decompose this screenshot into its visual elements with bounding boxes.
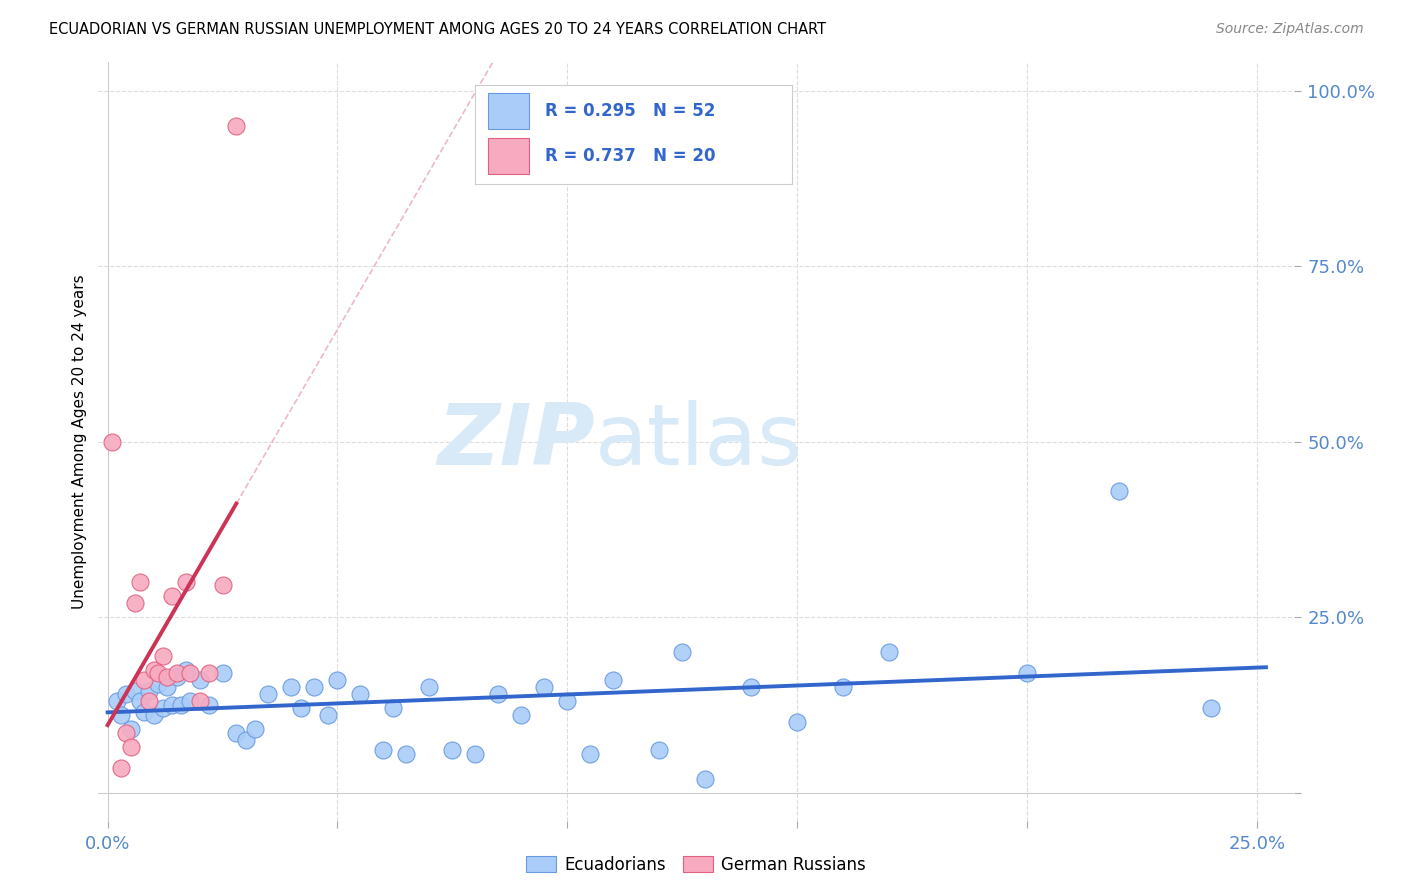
Point — [166, 666, 188, 681]
Point — [170, 698, 193, 712]
Point — [740, 680, 762, 694]
Point — [142, 708, 165, 723]
Point — [166, 670, 188, 684]
Point — [148, 677, 170, 691]
Point — [128, 574, 150, 589]
Point — [832, 680, 855, 694]
Point — [124, 683, 146, 698]
Text: ECUADORIAN VS GERMAN RUSSIAN UNEMPLOYMENT AMONG AGES 20 TO 24 YEARS CORRELATION : ECUADORIAN VS GERMAN RUSSIAN UNEMPLOYMEN… — [49, 22, 827, 37]
Point — [101, 434, 124, 449]
Point — [290, 701, 312, 715]
Point — [280, 680, 302, 694]
Point — [225, 119, 247, 133]
Point — [179, 666, 201, 681]
Point — [510, 708, 533, 723]
Point — [235, 732, 257, 747]
Point — [418, 680, 440, 694]
Point — [138, 683, 160, 698]
Point — [381, 701, 404, 715]
Point — [225, 726, 247, 740]
Point — [533, 680, 555, 694]
Legend: Ecuadorians, German Russians: Ecuadorians, German Russians — [519, 849, 873, 880]
Point — [316, 708, 339, 723]
Point — [138, 694, 160, 708]
Point — [120, 739, 142, 754]
Point — [304, 680, 326, 694]
Point — [110, 708, 132, 723]
Point — [128, 694, 150, 708]
Point — [134, 673, 156, 688]
Point — [671, 645, 693, 659]
Point — [211, 666, 233, 681]
Point — [110, 761, 132, 775]
Point — [555, 694, 578, 708]
Point — [602, 673, 624, 688]
Point — [1015, 666, 1038, 681]
Point — [695, 772, 717, 786]
Point — [152, 701, 174, 715]
Text: Source: ZipAtlas.com: Source: ZipAtlas.com — [1216, 22, 1364, 37]
Point — [160, 698, 183, 712]
Point — [105, 694, 128, 708]
Point — [188, 673, 211, 688]
Point — [188, 694, 211, 708]
Point — [134, 705, 156, 719]
Point — [1199, 701, 1222, 715]
Point — [877, 645, 900, 659]
Point — [395, 747, 418, 761]
Point — [124, 596, 146, 610]
Point — [115, 687, 138, 701]
Point — [120, 723, 142, 737]
Point — [115, 726, 138, 740]
Point — [786, 715, 808, 730]
Point — [349, 687, 371, 701]
Point — [156, 670, 179, 684]
Point — [257, 687, 280, 701]
Point — [197, 698, 219, 712]
Point — [1108, 483, 1130, 498]
Text: atlas: atlas — [595, 400, 803, 483]
Point — [148, 666, 170, 681]
Point — [326, 673, 349, 688]
Point — [160, 589, 183, 603]
Point — [179, 694, 201, 708]
Point — [156, 680, 179, 694]
Point — [486, 687, 509, 701]
Point — [197, 666, 219, 681]
Point — [174, 574, 197, 589]
Point — [152, 648, 174, 663]
Point — [373, 743, 395, 757]
Y-axis label: Unemployment Among Ages 20 to 24 years: Unemployment Among Ages 20 to 24 years — [72, 274, 87, 609]
Text: ZIP: ZIP — [437, 400, 595, 483]
Point — [211, 578, 233, 592]
Point — [243, 723, 266, 737]
Point — [142, 663, 165, 677]
Point — [579, 747, 602, 761]
Point — [648, 743, 671, 757]
Point — [464, 747, 486, 761]
Point — [441, 743, 464, 757]
Point — [174, 663, 197, 677]
